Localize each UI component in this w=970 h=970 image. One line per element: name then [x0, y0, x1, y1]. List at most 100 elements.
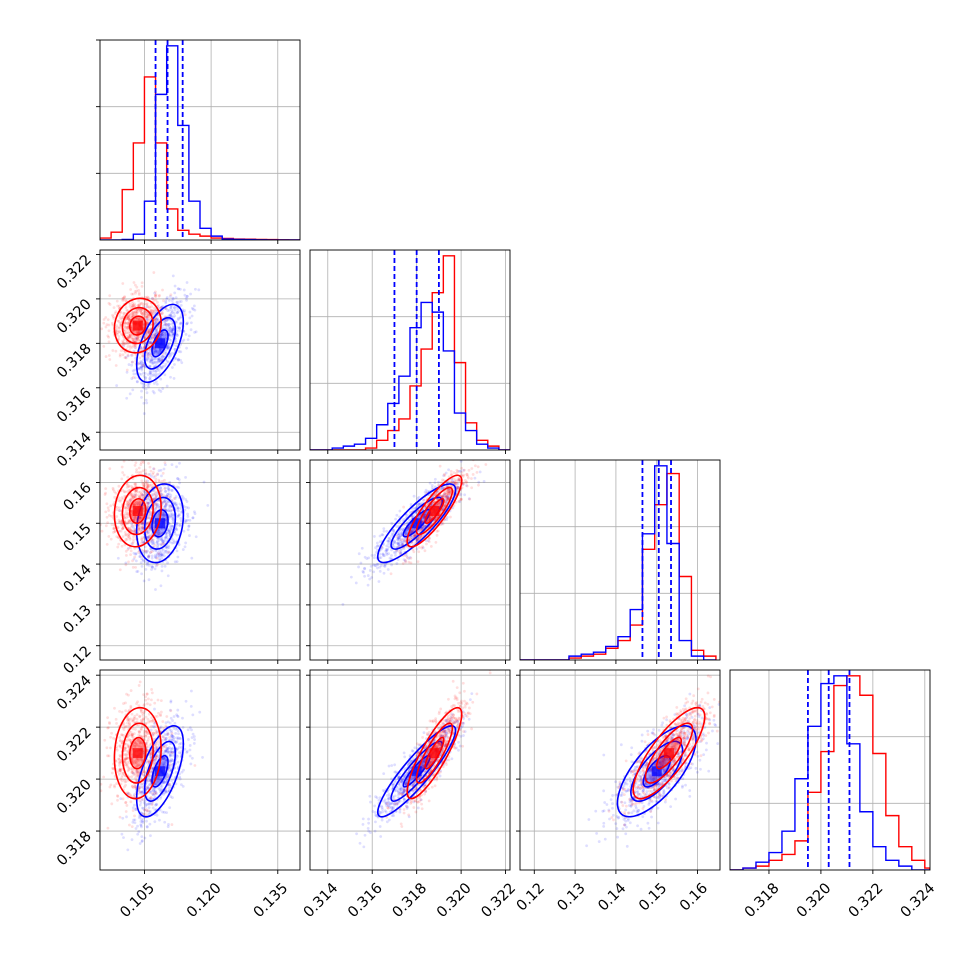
xtick-label-p1-2: 0.318 — [390, 880, 431, 921]
panel-1-0-frame — [99, 249, 301, 451]
contour-peak-3-0-series-1 — [155, 766, 165, 777]
contour-2-0-series-1-level-1 — [143, 496, 177, 550]
xtick-label-p3-0: 0.318 — [742, 880, 783, 921]
panel-0-0-plot-area — [100, 40, 300, 240]
contour-3-2-series-0-level-1 — [644, 722, 694, 784]
hist-2-series-1 — [520, 465, 716, 660]
xtick-label-p3-3: 0.324 — [898, 880, 939, 921]
panel-0-0 — [96, 39, 301, 244]
panel-3-2: 0.12 0.13 0.14 0.15 0.16 — [514, 669, 721, 914]
contour-3-0-series-1-level-2 — [135, 725, 185, 818]
panel-3-1: 0.314 0.316 0.318 0.320 0.322 — [301, 669, 519, 921]
contour-3-0-series-1-level-0 — [151, 754, 169, 788]
contour-3-0-series-0-level-0 — [128, 736, 147, 770]
ytick-label-p2-1: 0.13 — [61, 602, 95, 636]
panel-1-1-plot-area — [310, 250, 510, 450]
contour-2-0-series-0-level-2 — [113, 474, 162, 548]
xtick-label-p0-0: 0.105 — [117, 880, 158, 921]
panel-2-1-plot-area — [310, 460, 510, 660]
contour-1-0-series-1-level-1 — [143, 316, 177, 370]
ytick-label-p2-4: 0.16 — [61, 480, 95, 514]
contour-2-1-series-0-level-1 — [415, 486, 454, 536]
xtick-label-p0-2: 0.135 — [251, 880, 292, 921]
contour-1-0-series-0-level-0 — [128, 315, 147, 336]
contour-peak-3-1-series-0 — [429, 748, 440, 759]
contour-peak-1-0-series-0 — [132, 320, 143, 331]
hist-1-series-1 — [310, 301, 510, 450]
hist-3-series-0 — [730, 675, 930, 870]
contour-peak-3-1-series-1 — [411, 766, 422, 777]
xtick-label-p2-3: 0.15 — [636, 880, 670, 914]
panel-2-2-frame — [519, 459, 721, 661]
panel-2-0-plot-area — [100, 460, 300, 660]
xtick-label-p2-0: 0.12 — [514, 880, 548, 914]
contour-3-1-series-0-level-2 — [406, 706, 463, 800]
contour-1-0-series-0-level-1 — [121, 306, 154, 345]
contour-3-1-series-1-level-2 — [376, 725, 457, 818]
ytick-label-p2-2: 0.14 — [61, 562, 95, 596]
hist-3-series-1 — [730, 675, 930, 870]
contour-3-1-series-1-level-1 — [390, 740, 444, 802]
contour-peak-3-0-series-0 — [132, 748, 143, 759]
contour-2-0-series-0-level-1 — [121, 486, 154, 536]
contour-3-1-series-0-level-1 — [415, 722, 454, 784]
ytick-label-p1-1: 0.316 — [54, 385, 95, 426]
panel-3-0-plot-area — [100, 670, 300, 870]
contour-3-0-series-0-level-1 — [121, 722, 154, 784]
contour-2-1-series-0-level-2 — [406, 474, 463, 548]
scatter-2-0-series-0 — [100, 460, 177, 572]
panel-3-3: 0.318 0.320 0.322 0.324 — [729, 669, 939, 921]
contour-1-0-series-1-level-0 — [151, 329, 169, 358]
panel-3-2-plot-area — [520, 670, 720, 870]
ytick-label-p1-3: 0.320 — [54, 296, 95, 337]
contour-2-0-series-1-level-2 — [135, 483, 185, 564]
hist-0-series-1 — [100, 45, 300, 240]
contour-3-0-series-1-level-1 — [143, 740, 177, 802]
contour-peak-2-1-series-1 — [411, 518, 422, 529]
contour-peak-3-2-series-1 — [651, 766, 662, 777]
contour-3-2-series-0-level-2 — [632, 706, 706, 800]
panel-3-1-plot-area — [310, 670, 510, 870]
xtick-label-p1-0: 0.314 — [301, 880, 342, 921]
panel-1-1 — [309, 249, 511, 454]
ytick-label-p2-3: 0.15 — [61, 521, 95, 555]
contour-peak-1-0-series-1 — [155, 338, 165, 349]
panel-2-0: 0.12 0.13 0.14 0.15 0.16 — [61, 459, 301, 677]
xtick-label-p3-2: 0.322 — [846, 880, 887, 921]
contour-1-0-series-0-level-2 — [113, 297, 162, 354]
xtick-label-p3-1: 0.320 — [794, 880, 835, 921]
panel-2-1-frame — [309, 459, 511, 661]
contour-peak-3-2-series-0 — [663, 748, 674, 759]
panel-3-0: 0.105 0.120 0.135 0.318 0.320 0.322 0.324 — [54, 669, 301, 921]
hist-2-series-0 — [520, 472, 717, 660]
panel-2-0-frame — [99, 459, 301, 661]
xtick-label-p1-1: 0.316 — [345, 880, 386, 921]
xtick-label-p2-4: 0.16 — [677, 880, 711, 914]
panel-3-0-frame — [99, 669, 301, 871]
panel-2-1 — [306, 459, 511, 664]
panel-3-3-plot-area — [730, 670, 930, 870]
xtick-label-p2-2: 0.14 — [595, 880, 629, 914]
contour-peak-2-1-series-0 — [429, 506, 440, 517]
ytick-label-p1-2: 0.318 — [54, 341, 95, 382]
xtick-label-p0-1: 0.120 — [184, 880, 225, 921]
ytick-label-p1-0: 0.314 — [54, 430, 95, 471]
ytick-label-p1-4: 0.322 — [54, 252, 95, 293]
ytick-label-p3-1: 0.320 — [54, 777, 95, 818]
panel-2-2-plot-area — [520, 460, 720, 660]
ytick-label-p3-0: 0.318 — [54, 829, 95, 870]
xtick-label-p2-1: 0.13 — [555, 880, 589, 914]
xtick-label-p1-4: 0.322 — [478, 880, 519, 921]
ytick-label-p2-0: 0.12 — [61, 643, 95, 677]
contour-2-0-series-0-level-0 — [128, 497, 147, 525]
contour-3-0-series-0-level-2 — [113, 706, 162, 800]
panel-3-3-frame — [729, 669, 931, 871]
panel-2-2 — [519, 459, 721, 664]
panel-1-1-frame — [309, 249, 511, 451]
panel-3-2-frame — [519, 669, 721, 871]
panel-1-0-plot-area — [100, 250, 300, 450]
contour-peak-2-0-series-0 — [132, 506, 143, 517]
ytick-label-p3-3: 0.324 — [54, 673, 95, 714]
